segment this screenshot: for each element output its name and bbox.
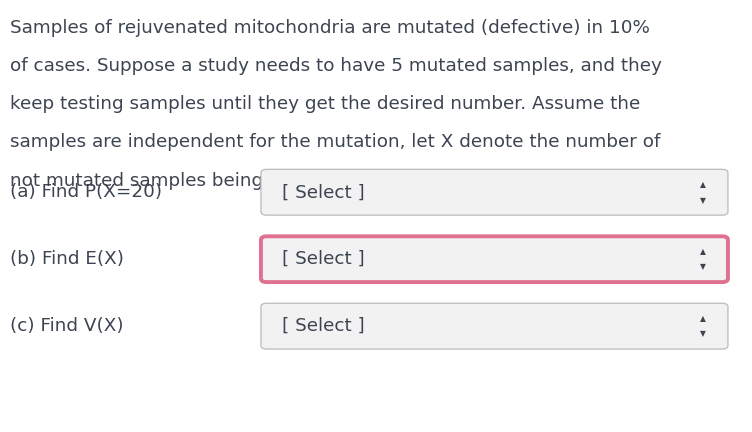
Text: not mutated samples being tested until 5 mutated samples are found,: not mutated samples being tested until 5… (10, 172, 656, 190)
Text: keep testing samples until they get the desired number. Assume the: keep testing samples until they get the … (10, 95, 640, 114)
Text: Samples of rejuvenated mitochondria are mutated (defective) in 10%: Samples of rejuvenated mitochondria are … (10, 19, 650, 38)
Text: [ Select ]: [ Select ] (282, 250, 365, 268)
FancyBboxPatch shape (261, 236, 728, 282)
Text: (b) Find E(X): (b) Find E(X) (10, 250, 124, 268)
Text: (c) Find V(X): (c) Find V(X) (10, 317, 123, 335)
Text: samples are independent for the mutation, let X denote the number of: samples are independent for the mutation… (10, 133, 660, 152)
Text: ▲: ▲ (700, 247, 706, 256)
Text: ▼: ▼ (700, 330, 706, 338)
Text: [ Select ]: [ Select ] (282, 183, 365, 201)
FancyBboxPatch shape (261, 303, 728, 349)
FancyBboxPatch shape (261, 169, 728, 215)
Text: of cases. Suppose a study needs to have 5 mutated samples, and they: of cases. Suppose a study needs to have … (10, 57, 662, 76)
Text: (a) Find P(X=20): (a) Find P(X=20) (10, 183, 162, 201)
Text: ▲: ▲ (700, 180, 706, 189)
Text: [ Select ]: [ Select ] (282, 317, 365, 335)
Text: ▲: ▲ (700, 314, 706, 323)
Text: ▼: ▼ (700, 196, 706, 204)
Text: ▼: ▼ (700, 263, 706, 271)
